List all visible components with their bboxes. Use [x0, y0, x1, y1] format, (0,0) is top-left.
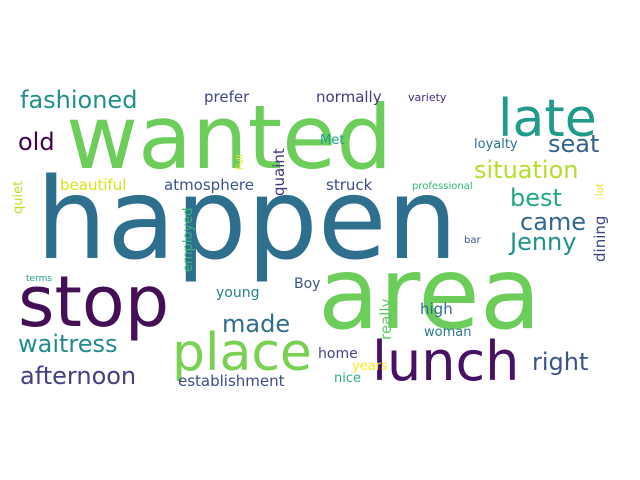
word-woman: woman: [424, 325, 471, 340]
word-quiet: quiet: [11, 181, 26, 214]
word-normally: normally: [316, 88, 382, 106]
word-years: years: [352, 359, 388, 374]
word-wanted: wanted: [66, 86, 392, 189]
word-quaint: quaint: [270, 148, 288, 196]
word-fashioned: fashioned: [20, 86, 137, 114]
word-variety: variety: [408, 91, 447, 104]
word-situation: situation: [474, 156, 578, 184]
word-atmosphere: atmosphere: [164, 176, 254, 194]
word-full: Full: [236, 155, 246, 170]
word-bar: bar: [464, 235, 481, 246]
word-seat: seat: [548, 130, 599, 158]
word-nice: nice: [334, 371, 361, 386]
word-made: made: [222, 310, 290, 338]
word-young: young: [216, 285, 259, 301]
word-terms: terms: [26, 274, 52, 284]
word-beautiful: beautiful: [60, 176, 126, 194]
word-late: late: [498, 89, 597, 149]
word-happen: happen: [36, 155, 458, 285]
word-old: old: [18, 128, 55, 156]
word-right: right: [532, 348, 588, 376]
word-jenny: Jenny: [508, 228, 576, 256]
word-area: area: [318, 235, 541, 352]
word-met: Met: [320, 133, 344, 148]
word-came: came: [520, 208, 586, 236]
word-professional: professional: [412, 181, 473, 192]
word-dining: dining: [591, 216, 609, 262]
word-boy: Boy: [294, 276, 320, 292]
word-high: high: [420, 300, 453, 318]
word-prefer: prefer: [204, 88, 250, 106]
word-best: best: [510, 184, 562, 212]
word-afternoon: afternoon: [20, 362, 136, 390]
word-loyalty: loyalty: [474, 137, 518, 152]
word-home: home: [318, 346, 358, 362]
word-really: really: [377, 298, 395, 340]
word-lot: lot: [595, 183, 606, 196]
word-waitress: waitress: [18, 330, 118, 358]
word-employed: employed: [181, 208, 196, 272]
word-lunch: lunch: [372, 330, 519, 393]
word-establishment: establishment: [178, 372, 285, 390]
word-place: place: [172, 323, 312, 383]
word-stop: stop: [18, 261, 169, 343]
word-struck: struck: [326, 176, 373, 194]
